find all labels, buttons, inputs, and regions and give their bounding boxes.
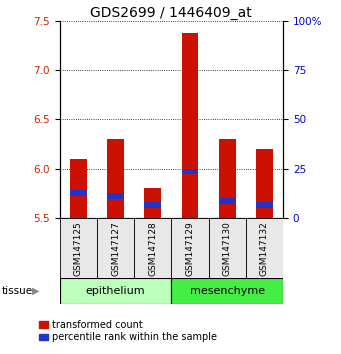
Text: GSM147129: GSM147129 [186,222,194,276]
Bar [144,202,161,208]
Text: GSM147132: GSM147132 [260,222,269,276]
Bar [256,149,273,218]
Text: epithelium: epithelium [86,286,145,296]
Bar [182,169,198,175]
Text: GSM147130: GSM147130 [223,222,232,276]
Text: mesenchyme: mesenchyme [190,286,265,296]
Bar [70,159,87,218]
Bar [171,278,283,304]
Text: ▶: ▶ [32,286,40,296]
Bar [246,218,283,278]
Legend: transformed count, percentile rank within the sample: transformed count, percentile rank withi… [39,320,217,342]
Bar [60,278,172,304]
Bar [171,218,209,278]
Bar [256,202,273,208]
Title: GDS2699 / 1446409_at: GDS2699 / 1446409_at [90,6,252,20]
Bar [219,139,236,218]
Bar [182,33,198,218]
Bar [107,193,124,199]
Bar [134,218,171,278]
Text: tissue: tissue [2,286,33,296]
Text: GSM147128: GSM147128 [148,222,157,276]
Bar [144,188,161,218]
Bar [219,198,236,204]
Bar [60,218,97,278]
Bar [70,190,87,196]
Text: GSM147127: GSM147127 [111,222,120,276]
Text: GSM147125: GSM147125 [74,222,83,276]
Bar [107,139,124,218]
Bar [97,218,134,278]
Bar [209,218,246,278]
